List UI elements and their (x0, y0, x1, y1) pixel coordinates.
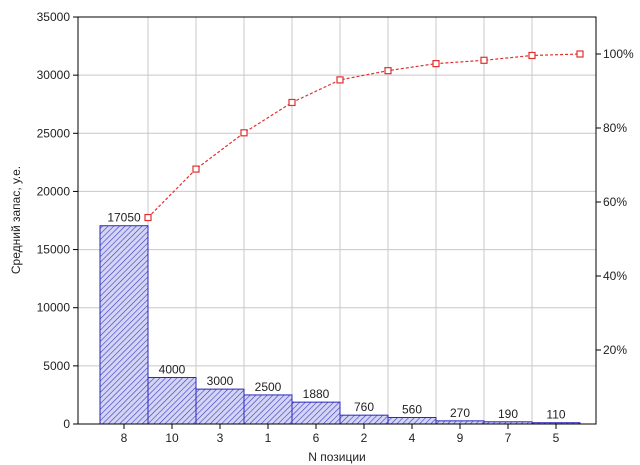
bar (99, 225, 149, 425)
cumulative-point (240, 129, 248, 137)
cumulative-point (432, 60, 440, 68)
y-tick-label: 0 (63, 417, 70, 431)
bar-value-label: 3000 (207, 374, 234, 388)
bar-value-label: 1880 (303, 387, 330, 401)
cumulative-point (528, 51, 536, 60)
plot-frame (77, 16, 597, 425)
bar-value-label: 110 (546, 408, 565, 422)
x-tick-label: 9 (457, 431, 464, 445)
y-tick-label: 15000 (37, 243, 71, 257)
y-tick-label: 25000 (37, 126, 71, 140)
bar (387, 416, 437, 425)
x-tick-label: 1 (265, 431, 272, 445)
x-tick-label: 8 (121, 431, 128, 445)
x-tick-label: 10 (165, 431, 179, 445)
cumulative-point (384, 67, 392, 75)
x-tick-label: 4 (409, 431, 416, 445)
bar (243, 394, 293, 425)
y2-tick-label: 80% (603, 121, 627, 135)
y-tick-label: 20000 (37, 184, 71, 198)
bar (291, 401, 341, 425)
y2-tick-label: 100% (603, 47, 634, 61)
y2-tick-label: 60% (603, 195, 627, 209)
bars (99, 225, 581, 425)
cumulative-point (480, 56, 488, 64)
y-axis-ticks: 0 5000 10000 15000 20000 25000 30000 35000 (37, 10, 78, 431)
y-tick-label: 10000 (37, 301, 71, 315)
bar (147, 376, 197, 425)
bar (339, 414, 389, 425)
y2-axis-ticks: 20% 40% 60% 80% 100% (596, 47, 634, 357)
cumulative-point (576, 50, 584, 58)
cumulative-point (192, 165, 200, 173)
bar-value-label: 17050 (107, 211, 141, 225)
bar-value-labels: 17050 4000 3000 2500 1880 760 560 270 190 110 (107, 211, 566, 422)
bar-value-label: 2500 (255, 380, 282, 394)
x-axis-ticks: 8 10 3 1 6 2 4 9 7 5 (121, 424, 560, 445)
grid-lines (78, 17, 596, 424)
y2-tick-label: 20% (603, 343, 627, 357)
cumulative-line (144, 50, 584, 222)
x-tick-label: 3 (217, 431, 224, 445)
y-axis-title: Средний запас, у.е. (9, 166, 23, 274)
y-tick-label: 5000 (43, 359, 70, 373)
cumulative-point (144, 213, 152, 222)
y-tick-label: 35000 (37, 10, 71, 24)
x-tick-label: 5 (553, 431, 560, 445)
bar-value-label: 190 (498, 407, 518, 421)
bar-value-label: 4000 (159, 362, 186, 376)
bar-value-label: 270 (450, 406, 470, 420)
x-tick-label: 6 (313, 431, 320, 445)
cumulative-polyline (147, 53, 581, 218)
x-tick-label: 7 (505, 431, 512, 445)
bar-value-label: 760 (354, 400, 374, 414)
y-tick-label: 30000 (37, 68, 71, 82)
bar-value-label: 560 (402, 402, 422, 416)
x-axis-title: N позиции (308, 450, 366, 464)
x-tick-label: 2 (361, 431, 368, 445)
bar (195, 388, 245, 425)
cumulative-point (288, 98, 296, 107)
cumulative-point (336, 76, 344, 84)
y2-tick-label: 40% (603, 269, 627, 283)
